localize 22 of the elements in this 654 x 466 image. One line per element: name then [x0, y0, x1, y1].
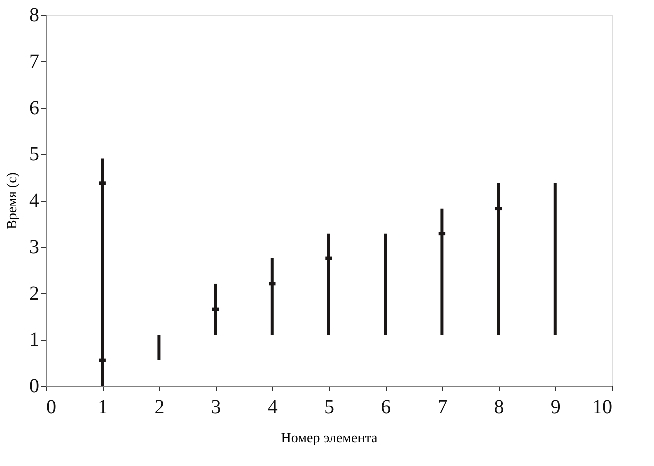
x-tick-label: 6 — [381, 396, 392, 418]
y-tick-label: 7 — [30, 50, 40, 73]
x-tick-label: 8 — [494, 396, 504, 418]
x-axis-title: Номер элемента — [281, 432, 378, 446]
y-tick-label: 4 — [30, 190, 40, 212]
y-axis-title: Время (с) — [6, 172, 20, 230]
y-tick-label: 5 — [30, 144, 40, 166]
y-tick-label: 8 — [30, 4, 40, 26]
y-tick-label: 1 — [30, 329, 40, 352]
x-tick-label: 1 — [98, 396, 108, 418]
x-tick-label: 7 — [438, 396, 448, 418]
x-tick-label: 0 — [46, 396, 56, 418]
x-tick-label: 3 — [211, 396, 222, 418]
x-tick-label: 10 — [592, 396, 612, 418]
x-tick-label: 9 — [550, 396, 561, 418]
y-tick-label: 2 — [30, 282, 40, 305]
x-tick-label: 5 — [324, 396, 334, 418]
y-tick-label: 6 — [30, 97, 40, 120]
x-tick-label: 4 — [268, 396, 278, 418]
y-tick-label: 0 — [30, 376, 40, 398]
x-tick-label: 2 — [154, 396, 165, 418]
y-tick-label: 3 — [30, 236, 40, 258]
